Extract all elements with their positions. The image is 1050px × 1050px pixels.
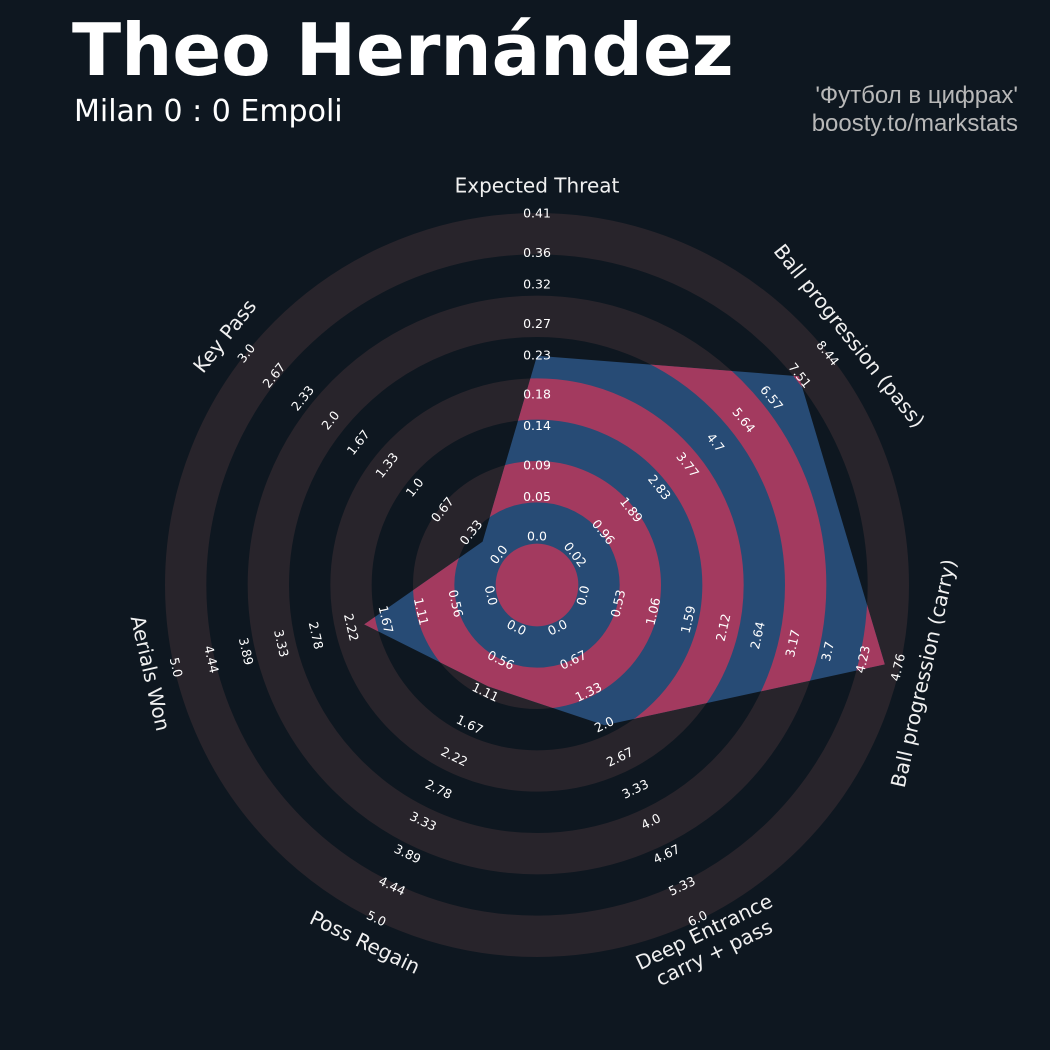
tick-label: 3.7 <box>818 640 837 663</box>
tick-label: 0.56 <box>445 588 466 619</box>
tick-label: 5.0 <box>167 656 186 679</box>
chart-subtitle: Milan 0 : 0 Empoli <box>74 94 343 129</box>
tick-label: 0.0 <box>482 584 501 607</box>
tick-label: 0.41 <box>523 206 551 221</box>
tick-label: 1.59 <box>678 604 699 635</box>
credit: boosty.to/markstats <box>811 110 1018 137</box>
tick-label: 0.32 <box>523 276 551 291</box>
tick-label: 2.64 <box>747 620 768 651</box>
ring <box>495 543 579 627</box>
tick-label: 0.05 <box>523 489 551 504</box>
tick-label: 1.67 <box>344 427 373 458</box>
tick-label: 0.0 <box>527 529 547 544</box>
tick-label: 3.33 <box>619 776 651 802</box>
polygon-rings <box>364 355 885 726</box>
tick-label: 0.36 <box>523 245 551 260</box>
tick-label: 1.11 <box>411 596 432 626</box>
tick-label: 0.09 <box>523 458 551 473</box>
tick-label: 0.27 <box>523 316 551 331</box>
ring <box>364 378 744 726</box>
tick-label: 4.44 <box>201 644 222 675</box>
ring <box>413 461 661 709</box>
ring <box>165 213 909 957</box>
tick-label: 4.76 <box>887 652 908 683</box>
ring <box>364 355 827 726</box>
tick-label: 0.0 <box>573 584 592 607</box>
tick-label: 2.12 <box>713 612 734 642</box>
tick-label: 1.67 <box>376 604 397 634</box>
tick-label: 0.18 <box>523 387 551 402</box>
tick-label: 3.17 <box>782 628 803 658</box>
tick-label: 2.22 <box>341 612 362 642</box>
axis-label: Aerials Won <box>126 613 176 733</box>
tick-label: 4.23 <box>852 644 873 674</box>
tick-label: 2.78 <box>423 776 455 802</box>
tick-label: 1.06 <box>643 596 664 627</box>
tick-label: 0.14 <box>523 418 551 433</box>
tick-label: 0.53 <box>607 588 628 618</box>
chart-title: Theo Hernández <box>72 8 734 92</box>
tick-label: 3.33 <box>271 628 292 658</box>
axis-label: Expected Threat <box>455 174 620 198</box>
credit: 'Футбол в цифрах' <box>815 82 1018 109</box>
tick-label: 2.78 <box>306 620 327 651</box>
tick-label: 0.23 <box>523 347 551 362</box>
tick-label: 3.89 <box>236 636 257 667</box>
